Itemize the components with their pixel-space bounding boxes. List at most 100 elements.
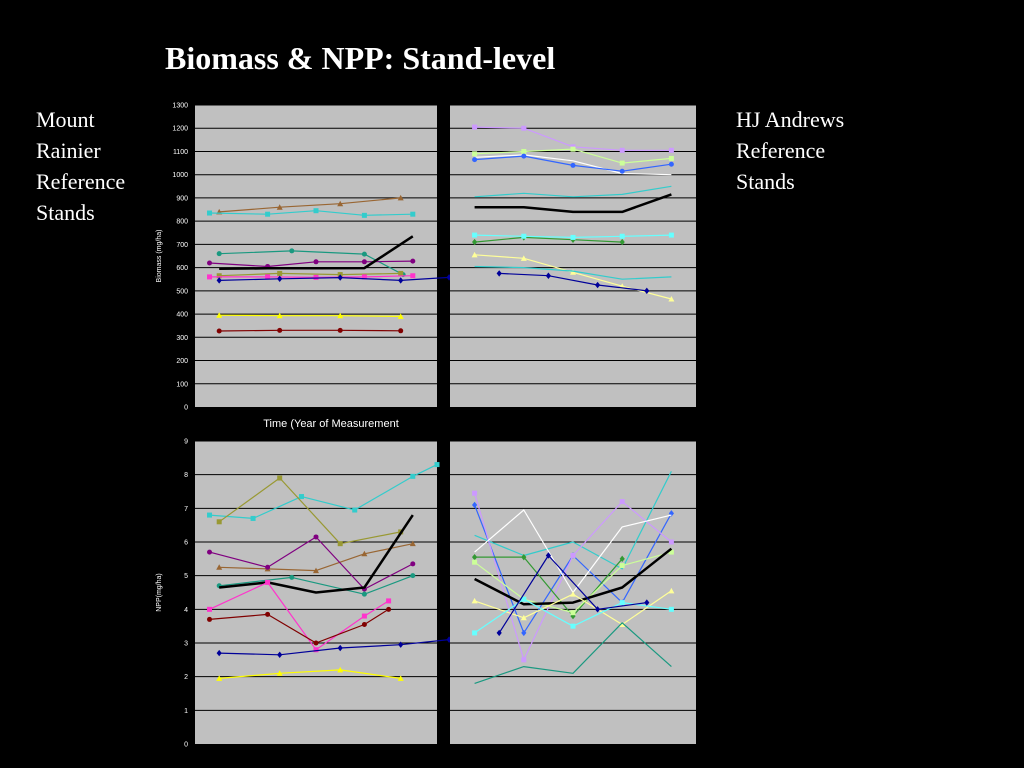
data-point [619,563,625,569]
data-point [434,462,440,468]
data-point [361,613,367,619]
series-5 [474,185,672,198]
right-label-line: HJ Andrews [736,107,845,132]
data-point [570,269,576,275]
data-point [397,194,404,201]
data-point [313,534,319,540]
data-point [397,675,404,681]
y-axis-label: Biomass (mg/ha) [156,230,163,283]
data-point [668,161,674,167]
data-point [277,475,283,481]
data-point [521,657,527,663]
right-label-line: Stands [736,169,795,194]
data-point [216,312,223,318]
data-point [265,564,271,570]
series-line [219,575,414,595]
series-5 [219,235,414,271]
data-point [668,606,674,612]
npp-mount-rainier: 0 1 2 3 4 5 6 7 8 9 NPP(mg/ha) [156,439,452,749]
series-9 [471,251,675,302]
data-point [313,208,319,214]
data-point [471,251,478,258]
data-point [265,579,271,585]
data-point [337,274,343,281]
series-line [499,272,647,292]
y-tick-label: 900 [176,195,188,202]
data-point [619,168,625,174]
data-point [570,146,576,152]
series-8 [471,587,675,627]
series-7 [207,579,392,653]
series-line [474,236,623,243]
data-point [277,651,283,658]
data-point [570,162,576,168]
data-point [668,510,674,517]
data-point [361,550,368,557]
series-11 [496,270,650,295]
series-10 [216,666,404,681]
data-point [668,232,674,238]
data-point [619,147,625,153]
data-point [570,234,576,240]
series-4 [472,153,674,174]
series-line [219,329,401,332]
y-axis-label: NPP(mg/ha) [156,573,163,612]
y-tick-label: 3 [184,641,188,648]
data-point [521,148,527,154]
data-point [361,591,367,597]
biomass-hj-andrews [450,104,696,407]
series-3 [216,540,416,574]
data-point [298,494,304,500]
data-point [410,561,416,567]
data-point [446,636,452,643]
left-label-line: Reference [36,169,126,194]
data-point [496,629,502,637]
y-tick-label: 1100 [173,149,188,156]
y-tick-label: 600 [176,265,188,272]
series-10 [216,327,404,334]
series-3 [474,154,672,176]
series-8 [216,274,452,284]
series-6 [474,193,672,214]
data-point [207,210,213,216]
data-point [521,553,527,561]
data-point [398,328,404,334]
data-point [207,274,213,280]
data-point [619,233,625,239]
series-6 [219,514,414,594]
data-point [520,255,527,261]
data-point [410,573,416,579]
data-point [644,287,650,295]
data-point [265,211,271,217]
data-point [337,200,344,207]
data-point [496,270,502,277]
data-point [265,274,271,280]
y-tick-label: 1300 [172,103,188,110]
series-line [474,265,672,280]
data-point [521,233,527,239]
data-point [570,610,576,616]
series-line [474,471,672,570]
series-line [219,197,401,213]
series-line [219,314,401,317]
data-point [472,157,478,163]
data-point [446,274,452,281]
y-tick-label: 8 [184,472,188,479]
data-point [398,277,404,284]
data-point [520,614,527,621]
series-3 [472,490,674,663]
data-point [410,473,416,479]
series-line [219,669,401,679]
y-tick-label: 200 [176,358,188,365]
y-tick-label: 700 [176,242,188,249]
data-point [207,260,213,266]
series-line [219,514,414,594]
series-5 [216,573,416,597]
data-point [472,501,478,509]
y-tick-label: 4 [184,607,188,614]
data-point [361,274,367,280]
series-8 [207,606,392,646]
data-point [619,238,625,246]
series-9 [472,596,674,636]
data-point [472,238,478,246]
